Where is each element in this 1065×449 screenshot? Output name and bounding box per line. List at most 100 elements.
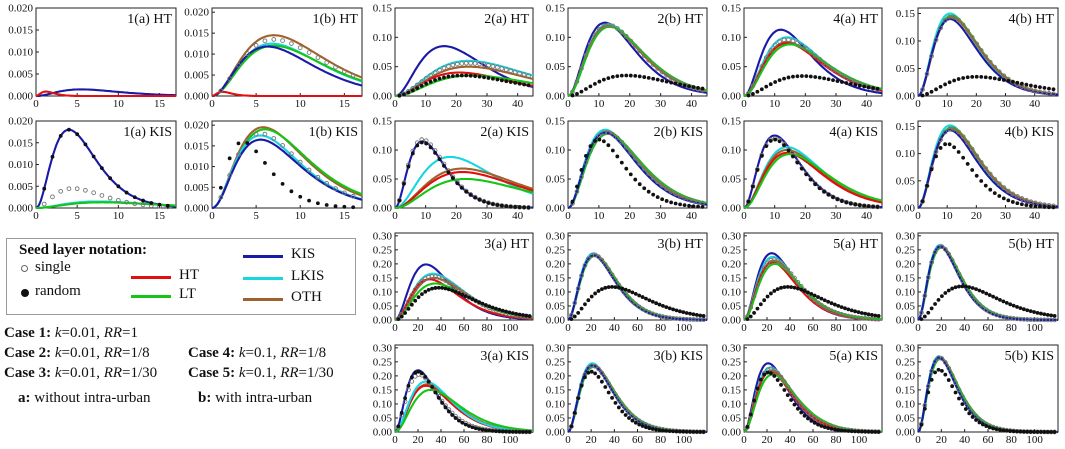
marker-open-5-a-kis <box>771 367 777 373</box>
xtick-label-5-a-kis: 20 <box>762 434 774 446</box>
ytick-label-3-a-kis: 0.00 <box>373 427 393 439</box>
marker-filled-5-b-kis <box>967 411 972 416</box>
marker-filled-2-b-ht <box>575 91 579 96</box>
marker-filled-3-a-ht <box>500 308 505 313</box>
marker-filled-5-a-ht <box>806 290 810 295</box>
marker-open-3-a-ht <box>446 280 452 285</box>
marker-open-2-a-ht <box>468 60 474 66</box>
marker-filled-2-a-ht <box>450 74 455 78</box>
marker-open-3-a-ht <box>453 284 458 290</box>
marker-open-1-a-kis <box>99 193 105 198</box>
marker-filled-2-a-kis <box>517 205 522 210</box>
ytick-label-1-a-ht: 0.015 <box>8 25 33 37</box>
marker-filled-4-b-ht <box>938 84 943 89</box>
marker-open-1-a-kis <box>91 190 96 196</box>
xtick-label-4-b-kis: 0 <box>915 210 921 222</box>
marker-filled-4-a-kis <box>871 204 875 209</box>
marker-filled-5-a-kis <box>782 388 787 392</box>
marker-filled-3-a-kis <box>510 429 515 434</box>
xtick-label-2-a-kis: 40 <box>512 210 524 222</box>
marker-open-1-a-kis <box>74 186 80 192</box>
marker-filled-5-b-kis <box>940 368 944 373</box>
marker-filled-3-b-ht <box>616 285 621 290</box>
marker-filled-4-b-kis <box>1033 204 1038 209</box>
panel-frame-4-a-ht <box>743 7 883 97</box>
marker-filled-3-b-ht <box>691 312 696 317</box>
marker-open-5-a-kis <box>775 370 781 376</box>
case-3-line: Case 3: k=0.01, RR=1/30 <box>4 365 157 382</box>
marker-filled-3-b-ht <box>613 285 618 289</box>
marker-filled-4-a-kis <box>799 166 804 171</box>
xtick-label-3-b-ht: 80 <box>655 322 667 334</box>
marker-filled-2-a-ht <box>526 83 531 88</box>
marker-filled-4-a-kis <box>782 143 786 148</box>
marker-filled-5-a-kis <box>812 420 817 425</box>
marker-filled-2-a-ht <box>504 79 509 84</box>
marker-filled-3-a-kis <box>504 429 508 434</box>
marker-open-2-b-ht <box>601 23 607 29</box>
marker-filled-2-b-ht <box>664 79 669 84</box>
marker-filled-5-a-ht <box>789 285 794 289</box>
panel-2-b-kis: 0.00 0.05 0.10 0.15 0 10 20 30 40 2(b) KIS <box>546 116 708 222</box>
panel-1-b-kis: 0.000 0.005 0.010 0.015 0.020 0 5 10 15 1(b) KIS <box>184 120 363 222</box>
ytick-label-4-b-ht: 0.05 <box>896 63 916 75</box>
marker-open-3-b-ht <box>572 300 578 306</box>
ytick-label-5-b-kis: 0.10 <box>896 398 916 410</box>
marker-open-4-b-ht <box>1037 89 1043 95</box>
marker-open-4-a-ht <box>772 42 778 48</box>
ytick-label-1-b-ht: 0.005 <box>184 70 209 82</box>
marker-open-5-a-ht <box>748 305 754 310</box>
marker-filled-5-a-kis <box>765 370 770 375</box>
marker-filled-2-a-kis <box>499 203 504 208</box>
series-line-ht-4-a-kis <box>743 151 883 210</box>
marker-open-4-a-ht <box>839 73 845 78</box>
marker-filled-3-a-kis <box>500 429 505 434</box>
marker-filled-3-b-kis <box>698 430 703 434</box>
ytick-label-3-b-kis: 0.15 <box>546 384 566 396</box>
marker-open-1-b-ht <box>342 69 347 74</box>
panel-1-a-kis: 0.000 0.005 0.010 0.015 0.020 0 5 10 15 1(a) KIS <box>8 116 177 222</box>
marker-open-1-b-kis <box>289 151 294 157</box>
marker-filled-5-a-kis <box>849 429 854 434</box>
marker-filled-5-a-kis <box>802 413 807 418</box>
marker-filled-2-b-kis <box>606 143 611 148</box>
marker-open-2-a-ht <box>441 65 447 71</box>
panel-2-a-kis: 0.00 0.05 0.10 0.15 0 10 20 30 40 2(a) KIS <box>373 116 534 222</box>
marker-filled-3-a-ht <box>477 300 482 305</box>
marker-filled-5-a-kis <box>859 429 864 434</box>
marker-filled-2-a-ht <box>402 92 406 97</box>
marker-filled-3-b-kis <box>688 429 692 434</box>
marker-open-1-b-kis <box>297 159 303 165</box>
marker-open-2-b-ht <box>588 41 593 47</box>
marker-open-4-b-ht <box>933 37 939 43</box>
marker-filled-3-a-ht <box>409 302 414 307</box>
marker-open-2-b-ht <box>610 23 616 29</box>
marker-open-2-b-ht <box>650 62 656 67</box>
marker-filled-5-a-ht <box>785 284 790 289</box>
marker-filled-2-a-ht <box>486 76 491 80</box>
panel-5-b-ht: 0.00 0.05 0.10 0.15 0.20 0.25 0.30 0 20 40 60 80 100… <box>896 230 1059 334</box>
ytick-label-2-a-ht: 0.05 <box>373 61 393 73</box>
ytick-label-3-b-kis: 0.00 <box>546 427 566 439</box>
series-line-lkis-5-b-kis <box>917 355 1058 434</box>
marker-filled-4-a-kis <box>835 197 840 202</box>
marker-open-4-a-ht <box>781 37 787 43</box>
marker-filled-2-a-kis <box>486 201 491 205</box>
xtick-label-2-b-kis: 20 <box>624 210 636 222</box>
marker-open-4-a-ht <box>821 60 827 66</box>
legend-label-lkis: LKIS <box>291 268 325 284</box>
marker-open-2-a-ht <box>459 61 465 66</box>
marker-filled-5-b-kis <box>974 418 978 422</box>
marker-open-4-b-kis <box>1010 191 1016 197</box>
marker-filled-2-a-kis <box>397 198 402 203</box>
marker-open-3-b-kis <box>606 381 612 386</box>
marker-open-4-b-kis <box>960 134 966 140</box>
marker-filled-5-a-ht <box>802 289 807 293</box>
xtick-label-3-a-kis: 40 <box>436 434 448 446</box>
marker-filled-5-b-ht <box>994 296 999 301</box>
marker-filled-4-a-kis <box>826 192 831 197</box>
marker-filled-5-b-kis <box>946 378 951 382</box>
marker-filled-4-b-ht <box>952 78 957 83</box>
marker-filled-4-a-ht <box>835 79 840 83</box>
marker-filled-4-a-kis <box>755 168 760 172</box>
